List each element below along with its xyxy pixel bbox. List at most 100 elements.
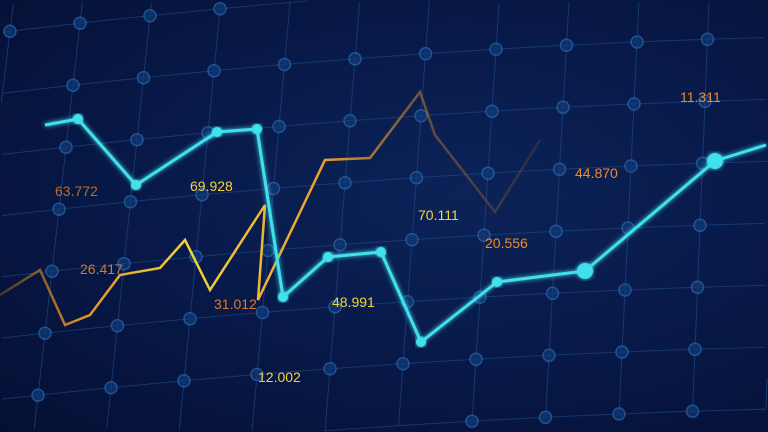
grid-node (612, 407, 626, 421)
grid-node (130, 132, 144, 147)
grid-node (485, 104, 499, 118)
grid-node (31, 388, 45, 402)
grid-node (143, 8, 157, 23)
grid-line (106, 3, 152, 429)
value-label: 70.111 (418, 207, 459, 223)
grid-node (409, 170, 424, 185)
grid-node (261, 243, 275, 258)
grid-node (59, 140, 73, 154)
grid-node (418, 46, 433, 61)
grid-node (255, 305, 270, 320)
grid-node (552, 162, 567, 177)
grid-node (45, 264, 59, 278)
grid-node (136, 70, 151, 85)
grid-node (250, 367, 264, 382)
grid-node (624, 159, 638, 173)
grid-line (398, 0, 430, 426)
grid-line (765, 378, 768, 410)
grid-node (348, 52, 362, 66)
grid-node (556, 100, 570, 115)
series-cyan-point (707, 153, 723, 169)
grid-node (38, 326, 52, 340)
series-cyan-point (212, 127, 222, 137)
grid-node (559, 38, 574, 53)
grid-node (477, 228, 491, 242)
grid-line (0, 3, 14, 103)
grid-node (52, 202, 66, 216)
value-labels: 63.772 69.928 26.417 31.012 12.002 48.991 70.1… (55, 89, 721, 385)
grid-line (1, 284, 767, 339)
value-label: 44.870 (575, 165, 618, 181)
grid-node (542, 348, 556, 363)
grid-node (481, 166, 495, 180)
grid-line (1, 346, 765, 400)
series-cyan-line (44, 117, 767, 345)
grid-line (1, 160, 767, 217)
grid-node (465, 414, 479, 428)
grid-node (414, 108, 428, 123)
series-lines (0, 89, 767, 347)
grid-line (324, 2, 360, 431)
grid-node (618, 283, 632, 297)
grid-node (3, 24, 17, 39)
value-label: 69.928 (190, 178, 233, 194)
grid-node (272, 119, 286, 134)
series-cyan-point (416, 337, 426, 347)
grid-node (627, 97, 641, 111)
series-yellow-line (0, 89, 542, 327)
series-cyan-point (278, 292, 288, 302)
grid-node (104, 380, 118, 395)
value-label: 63.772 (55, 183, 98, 199)
grid-node (693, 218, 707, 233)
grid-node (690, 280, 705, 295)
series-cyan-point (73, 114, 83, 124)
grid-node (549, 224, 563, 239)
value-label: 48.991 (332, 294, 375, 310)
grid-node (266, 181, 281, 196)
grid-node (328, 300, 342, 314)
series-cyan-point (492, 277, 502, 287)
grid-line (2, 99, 766, 155)
value-label: 11.311 (680, 89, 721, 105)
grid-node (688, 342, 702, 357)
value-label: 20.556 (485, 235, 528, 251)
value-label: 26.417 (80, 261, 123, 277)
grid-node (545, 286, 560, 301)
grid-node (698, 94, 712, 109)
grid-node (405, 232, 419, 247)
grid-node (277, 57, 292, 72)
grid-node (700, 32, 715, 47)
grid-node (323, 362, 337, 376)
grid-node (538, 410, 553, 425)
grid-node (343, 114, 357, 128)
grid-node (630, 35, 644, 49)
grid-node (66, 78, 80, 92)
series-cyan-point (577, 263, 593, 279)
series-cyan-point (131, 180, 141, 190)
grid-node (195, 188, 209, 202)
grid-line (2, 37, 764, 94)
grid-node (685, 404, 700, 419)
grid-node (183, 312, 197, 326)
grid-line (545, 1, 570, 418)
grid-node (123, 194, 138, 209)
series-cyan-point (376, 247, 386, 257)
grid-node (177, 374, 191, 388)
grid-node (469, 352, 483, 366)
value-label: 12.002 (258, 369, 301, 385)
series-cyan-point (252, 124, 262, 134)
grid-node (615, 345, 629, 359)
grid-node (207, 64, 221, 78)
grid-node (489, 42, 503, 56)
grid-node (73, 16, 87, 30)
value-label: 31.012 (214, 296, 257, 312)
grid-node (396, 356, 410, 371)
series-cyan-point (323, 252, 333, 262)
grid-node (338, 176, 352, 190)
grid-node (110, 318, 125, 333)
grid-node (117, 256, 131, 271)
grid-line (471, 2, 500, 422)
grid-node (213, 2, 227, 16)
